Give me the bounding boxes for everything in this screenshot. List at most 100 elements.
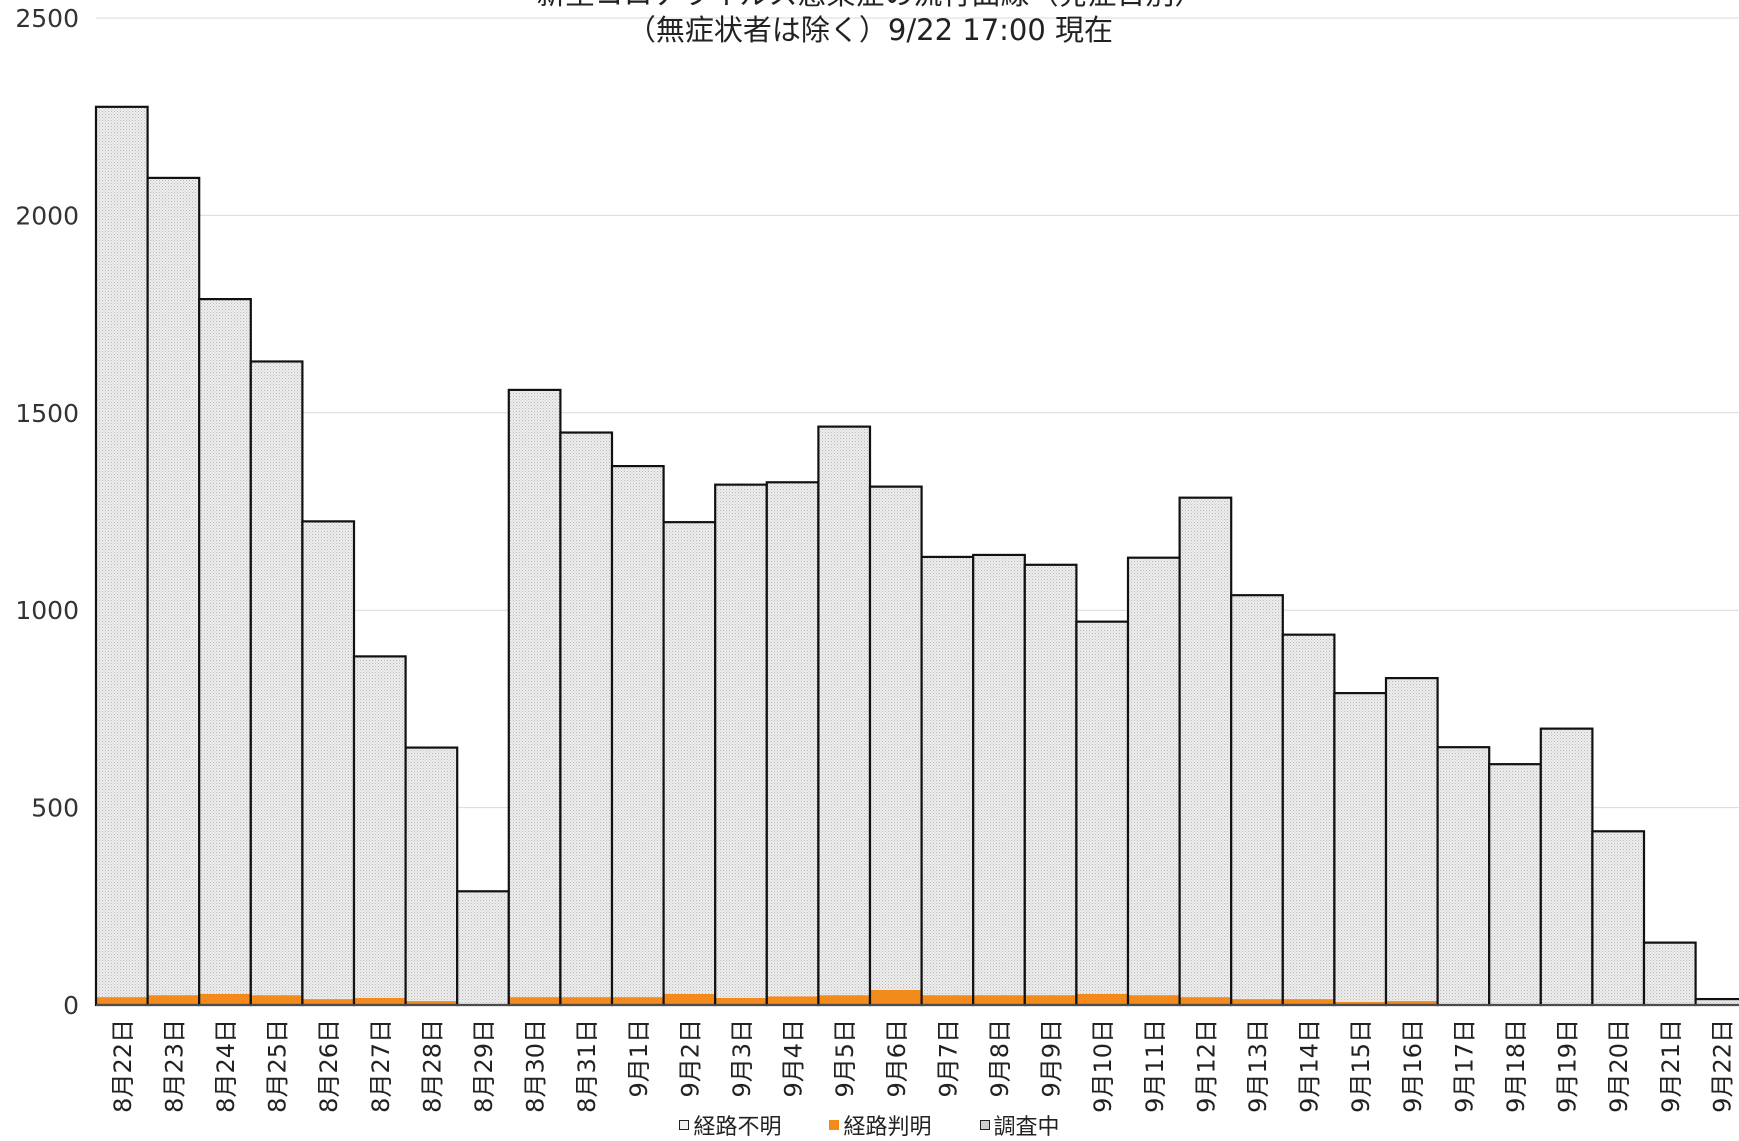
bar-segment: [302, 521, 354, 1000]
legend-item-known-route: 経路判明: [829, 1109, 932, 1141]
bar-segment: [1695, 999, 1739, 1005]
bar-segment: [199, 299, 251, 994]
bar-segment: [715, 997, 767, 1005]
bar-segment: [560, 997, 612, 1005]
bar-segment: [1024, 995, 1077, 1005]
bar-segment: [147, 995, 200, 1005]
x-tick-label: 9月1日: [625, 1019, 653, 1098]
chart-title-line-1: 新型コロナウイルス感染症の流行曲線（発症日別）: [536, 0, 1203, 11]
bar-segment: [1334, 693, 1386, 1002]
x-tick-label: 9月8日: [986, 1019, 1014, 1098]
legend-label-investigating: 調査中: [993, 1115, 1060, 1140]
bar-segment: [1386, 678, 1438, 1002]
x-tick-label: 8月31日: [573, 1019, 601, 1113]
bar-segment: [1128, 995, 1180, 1005]
legend-swatch-unknown-route: [679, 1120, 690, 1130]
y-tick-label: 2000: [15, 201, 79, 230]
x-tick-label: 8月27日: [367, 1019, 395, 1113]
bar-segment: [1076, 621, 1128, 994]
bar-segment: [1386, 1001, 1438, 1005]
bar-segment: [663, 522, 716, 994]
bar-segment: [1437, 747, 1490, 1004]
bar-segment: [405, 747, 458, 1002]
legend-item-unknown-route: 経路不明: [679, 1109, 781, 1141]
y-axis: 0 500 1000 1500 2000 2500: [15, 4, 79, 1020]
x-tick-label: 9月11日: [1141, 1019, 1169, 1113]
x-tick-label: 9月16日: [1399, 1019, 1427, 1113]
y-tick-label: 500: [31, 794, 79, 823]
bar-segment: [1489, 764, 1541, 1005]
x-tick-label: 9月7日: [934, 1019, 962, 1098]
x-tick-label: 9月20日: [1605, 1019, 1633, 1113]
bar-segment: [199, 993, 251, 1005]
y-tick-label: 1500: [15, 399, 79, 428]
bar-segment: [457, 891, 509, 1004]
bar-segment: [766, 482, 819, 997]
x-tick-label: 8月24日: [212, 1019, 240, 1113]
bar-segment: [250, 995, 303, 1005]
bar-segment: [1334, 1001, 1386, 1005]
bar-segment: [921, 556, 974, 996]
legend-item-investigating: 調査中: [979, 1109, 1060, 1141]
bar-segment: [96, 997, 148, 1005]
bar-segment: [818, 426, 870, 996]
bar-segment: [1179, 497, 1232, 998]
x-axis: 8月22日 8月23日 8月24日 8月25日 8月26日 8月27日 8月28日 8月29日…: [96, 1004, 1739, 1113]
x-tick-label: 8月23日: [160, 1019, 188, 1113]
bar-segment: [1644, 942, 1696, 1005]
x-tick-label: 8月25日: [264, 1019, 292, 1113]
bar-segment: [1231, 999, 1283, 1005]
bar-segment: [612, 997, 664, 1005]
bar-segment: [405, 1001, 458, 1005]
bar-segment: [96, 106, 148, 998]
x-tick-label: 9月10日: [1089, 1019, 1117, 1113]
x-tick-label: 9月6日: [883, 1019, 911, 1098]
bar-segment: [663, 993, 716, 1005]
bar-segment: [354, 997, 406, 1005]
bar-segment: [1592, 831, 1644, 1005]
bar-segment: [973, 554, 1025, 996]
x-tick-label: 9月12日: [1192, 1019, 1220, 1113]
y-tick-label: 0: [63, 991, 79, 1020]
bar-segment: [715, 484, 767, 998]
x-tick-label: 9月15日: [1347, 1019, 1375, 1113]
legend-label-unknown-route: 経路不明: [693, 1115, 782, 1140]
bar-segment: [766, 996, 819, 1005]
bar-segment: [1231, 595, 1283, 1000]
x-tick-label: 9月13日: [1244, 1019, 1272, 1113]
bar-segment: [147, 177, 200, 996]
x-tick-label: 9月19日: [1554, 1019, 1582, 1113]
bar-segment: [1128, 557, 1180, 996]
x-tick-label: 9月18日: [1502, 1019, 1530, 1113]
x-tick-label: 9月14日: [1296, 1019, 1324, 1113]
bar-segment: [560, 432, 612, 998]
legend-label-known-route: 経路判明: [843, 1115, 932, 1140]
x-tick-label: 9月22日: [1708, 1019, 1736, 1113]
x-tick-label: 9月2日: [676, 1019, 704, 1098]
bar-segment: [612, 466, 664, 998]
bar-segment: [508, 997, 561, 1005]
x-tick-label: 8月30日: [522, 1019, 550, 1113]
x-tick-label: 8月28日: [418, 1019, 446, 1113]
bar-segment: [1282, 999, 1335, 1005]
bar-segment: [973, 995, 1025, 1005]
bar-segment: [508, 389, 561, 998]
bar-segment: [870, 486, 922, 990]
bar-segment: [818, 995, 870, 1005]
bars: [94, 105, 1739, 1007]
bar-segment: [250, 361, 303, 996]
bar-segment: [1076, 993, 1128, 1005]
bar-segment: [870, 989, 922, 1005]
bar-segment: [1024, 564, 1077, 996]
x-tick-label: 9月5日: [831, 1019, 859, 1098]
x-tick-label: 9月4日: [780, 1019, 808, 1098]
y-tick-label: 1000: [15, 596, 79, 625]
bar-segment: [921, 995, 974, 1005]
legend-swatch-known-route: [829, 1120, 840, 1130]
x-tick-label: 9月21日: [1657, 1019, 1685, 1113]
x-tick-label: 9月3日: [728, 1019, 756, 1098]
chart-title-line-2: （無症状者は除く）9/22 17:00 現在: [627, 13, 1113, 47]
bar-segment: [1540, 728, 1593, 1005]
x-tick-label: 8月29日: [470, 1019, 498, 1113]
